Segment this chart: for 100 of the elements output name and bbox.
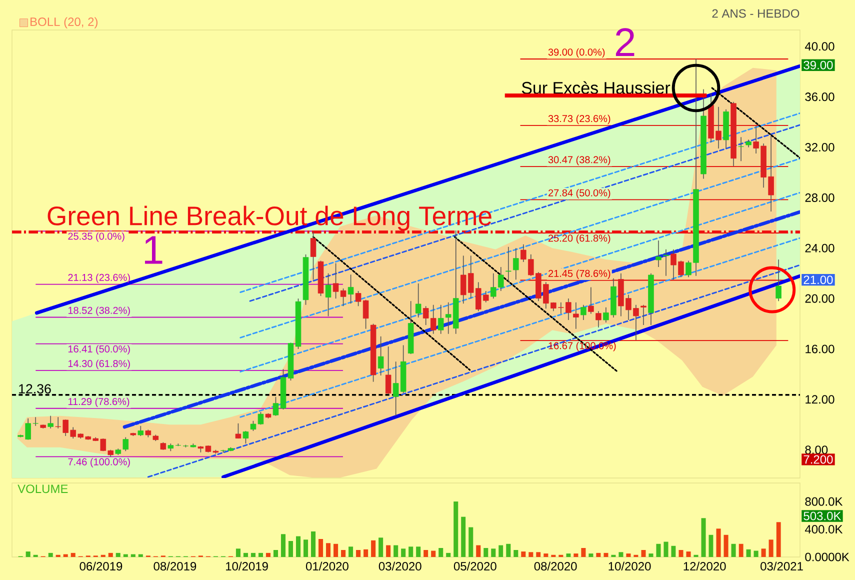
- bar: [468, 527, 474, 557]
- bar: [236, 548, 240, 557]
- candlestick: [588, 286, 594, 314]
- x-tick-label: 03/2021: [760, 562, 803, 571]
- ref-line-label: 30.47 (38.2%): [548, 156, 610, 166]
- y-tick-label: 36.00: [805, 92, 834, 102]
- bar: [716, 528, 721, 557]
- ref-line-label: 21.13 (23.6%): [68, 274, 130, 283]
- bar: [664, 542, 668, 557]
- bar: [574, 554, 578, 557]
- bar: [596, 552, 601, 557]
- candlestick: [48, 415, 54, 429]
- ref-line-label: 11.29 (78.6%): [68, 398, 130, 408]
- text: 21.00: [804, 276, 833, 284]
- y-tick-label: 800.0K: [805, 497, 843, 506]
- bar: [506, 544, 511, 557]
- bar: [341, 550, 346, 557]
- x-tick-label: 10/2020: [608, 562, 651, 571]
- bar: [258, 552, 264, 557]
- bar: [491, 548, 496, 557]
- x-tick-label: 10/2019: [226, 562, 268, 571]
- candlestick: [640, 304, 646, 326]
- bar: [454, 502, 458, 557]
- ref-line-label: 27.84 (50.0%): [548, 189, 610, 198]
- bar: [581, 548, 586, 557]
- candlestick: [310, 231, 316, 280]
- y-tick-label: 40.00: [804, 42, 834, 51]
- ref-line-label: 39.00 (0.0%): [548, 48, 605, 58]
- bar: [138, 554, 143, 557]
- bar: [273, 550, 278, 557]
- ref-line-label: 25.20 (61.8%): [548, 234, 610, 244]
- candlestick: [385, 346, 392, 395]
- bar: [386, 545, 391, 557]
- bar: [311, 531, 316, 557]
- bar: [626, 554, 631, 557]
- candlestick: [506, 246, 512, 283]
- candlestick: [122, 436, 129, 452]
- bar: [686, 551, 691, 557]
- bar: [408, 546, 414, 557]
- candlestick: [573, 302, 579, 330]
- bar: [754, 550, 758, 557]
- ref-line-label: 33.73 (23.6%): [548, 114, 610, 124]
- bar: [296, 536, 301, 557]
- bar: [618, 552, 624, 557]
- candlestick: [32, 416, 38, 426]
- y-tick-label: 28.00: [805, 193, 834, 202]
- bar: [521, 551, 526, 557]
- y-tick-label: 12.00: [806, 395, 834, 404]
- bar: [514, 550, 518, 557]
- bar: [108, 552, 113, 557]
- bar: [364, 549, 368, 557]
- candlestick: [325, 272, 332, 317]
- candlestick: [580, 304, 586, 320]
- text: 39.00: [804, 60, 833, 70]
- ref-line-label: 16.41 (50.0%): [68, 345, 130, 354]
- bar: [371, 540, 376, 557]
- bar: [243, 552, 248, 557]
- bar: [678, 550, 684, 557]
- bar: [416, 546, 421, 557]
- candlestick: [686, 260, 692, 278]
- x-tick-label: 03/2020: [378, 562, 422, 571]
- ref-line-label: 7.46 (100.0%): [68, 458, 130, 468]
- annotation: 1: [144, 236, 162, 264]
- bar: [26, 551, 30, 557]
- bar: [498, 545, 504, 557]
- ref-line-label: 18.52 (38.2%): [68, 306, 130, 316]
- bar: [266, 552, 271, 557]
- x-tick-label: 05/2020: [454, 562, 496, 571]
- annotation: 2: [616, 28, 634, 56]
- x-tick-label: 01/2020: [306, 562, 348, 571]
- y-tick-label: 400.0K: [804, 525, 843, 534]
- bar: [536, 552, 541, 557]
- bar: [484, 548, 488, 557]
- legend-label: BOLL (20, 2): [30, 17, 98, 28]
- bar: [356, 550, 361, 557]
- bar: [70, 552, 76, 557]
- candlestick: [656, 240, 662, 268]
- y-tick-label: 0.0000K: [805, 552, 850, 562]
- bar: [648, 554, 654, 557]
- bar: [63, 554, 68, 557]
- ref-line-label: 25.35 (0.0%): [68, 232, 124, 242]
- bar: [318, 538, 324, 557]
- bar: [348, 546, 354, 557]
- candlestick: [348, 274, 354, 304]
- bar: [776, 522, 781, 557]
- text: 2 ANS - HEBDO: [712, 9, 800, 18]
- bar: [731, 544, 736, 557]
- bar: [768, 540, 774, 557]
- candlestick: [242, 430, 249, 444]
- ref-line-label: 12.36: [19, 384, 51, 394]
- candlestick: [513, 248, 519, 280]
- ref-line-label: 14.30 (61.8%): [68, 360, 130, 370]
- candlestick: [438, 304, 444, 334]
- bar: [394, 545, 398, 557]
- bar: [761, 548, 766, 557]
- bar: [431, 550, 436, 557]
- bar: [288, 541, 294, 557]
- bar: [401, 548, 406, 557]
- bar: [446, 552, 451, 557]
- bar: [461, 516, 466, 557]
